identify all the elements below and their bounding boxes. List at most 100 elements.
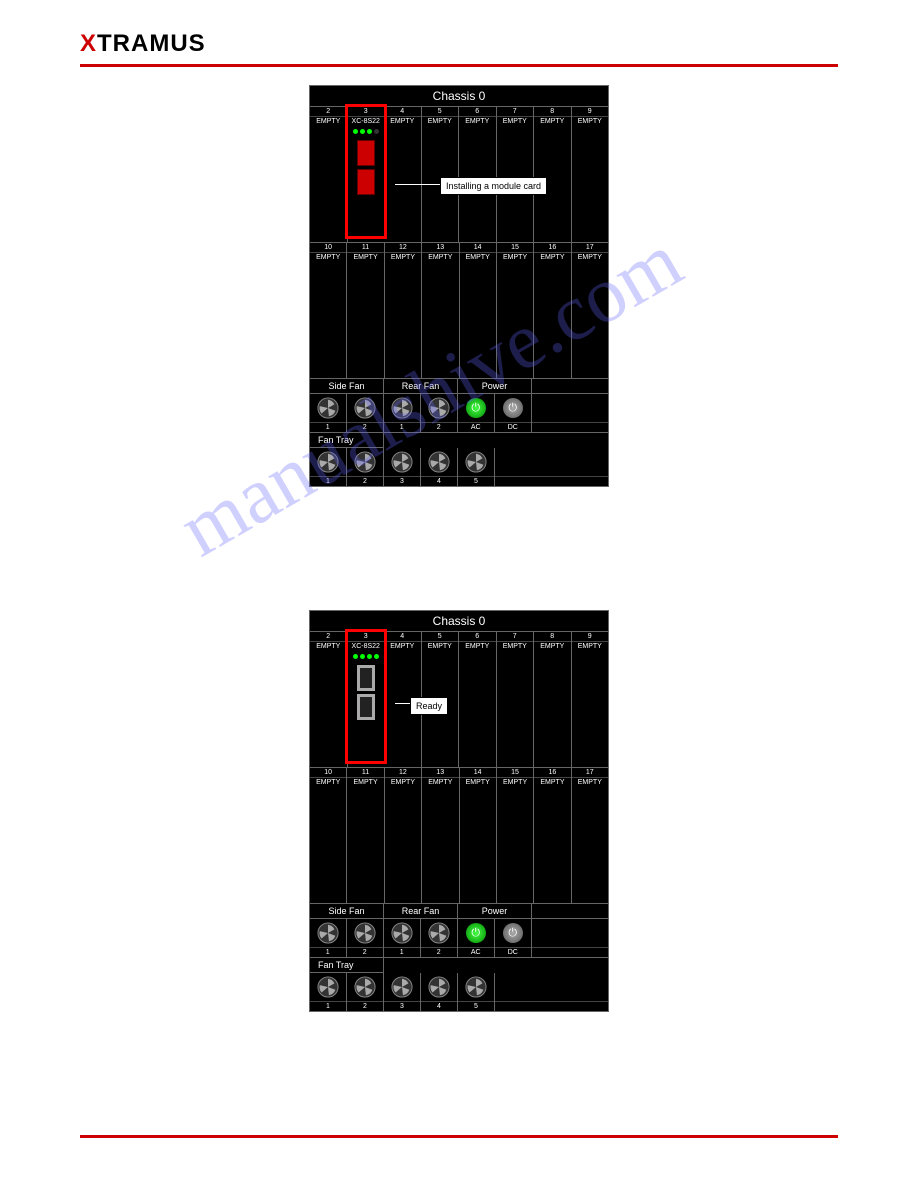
fan-icon <box>354 451 376 473</box>
power-cell[interactable]: ⏻DC <box>495 919 532 957</box>
fan-icon <box>391 451 413 473</box>
slot-num: 2 <box>310 107 347 117</box>
slot-label: EMPTY <box>460 253 496 262</box>
status-num: 5 <box>458 1001 494 1011</box>
led-icon <box>353 654 358 659</box>
status-num <box>532 422 608 432</box>
slot[interactable]: 12EMPTY <box>385 243 422 378</box>
slot[interactable]: 9EMPTY <box>572 632 609 767</box>
fan-cell: 3 <box>384 448 421 486</box>
slot[interactable]: 14EMPTY <box>460 768 497 903</box>
slot[interactable]: 13EMPTY <box>422 243 459 378</box>
slot-num: 9 <box>572 632 609 642</box>
fan-cell: 1 <box>384 394 421 432</box>
slot-label: EMPTY <box>385 253 421 262</box>
header-line <box>80 64 838 67</box>
power-dc-icon: ⏻ <box>503 398 523 418</box>
slot[interactable]: 14EMPTY <box>460 243 497 378</box>
slot[interactable]: 11EMPTY <box>347 768 384 903</box>
port-icon <box>357 665 375 691</box>
slot-num: 13 <box>422 243 458 253</box>
power-cell[interactable]: ⏻DC <box>495 394 532 432</box>
slot-num: 10 <box>310 243 346 253</box>
slot-num: 12 <box>385 243 421 253</box>
slot[interactable]: 8EMPTY <box>534 107 572 242</box>
slot[interactable]: 15EMPTY <box>497 243 534 378</box>
slot-label: EMPTY <box>572 778 608 787</box>
power-group: Power ⏻AC ⏻DC <box>458 904 532 957</box>
power-title: Power <box>458 904 531 919</box>
callout-label: Installing a module card <box>440 177 547 195</box>
slot-label: EMPTY <box>310 778 346 787</box>
callout-label: Ready <box>410 697 448 715</box>
power-group: Power ⏻AC ⏻DC <box>458 379 532 432</box>
slot[interactable]: 2EMPTY <box>310 632 348 767</box>
slot-row-bottom: 10EMPTY 11EMPTY 12EMPTY 13EMPTY 14EMPTY … <box>310 768 608 904</box>
slot[interactable]: 7EMPTY <box>497 632 535 767</box>
slot[interactable]: 16EMPTY <box>534 243 571 378</box>
slot[interactable]: 12EMPTY <box>385 768 422 903</box>
status-num: 1 <box>310 1001 346 1011</box>
slot-num: 12 <box>385 768 421 778</box>
slot[interactable]: 5EMPTY <box>422 107 460 242</box>
slot-label: EMPTY <box>385 778 421 787</box>
status-num: 4 <box>421 476 457 486</box>
power-cell[interactable]: ⏻AC <box>458 394 495 432</box>
slot-num: 6 <box>459 632 496 642</box>
rear-fan-group: Rear Fan 1 2 <box>384 379 458 432</box>
slot[interactable]: 8EMPTY <box>534 632 572 767</box>
empty-group <box>532 379 608 432</box>
slot[interactable]: 17EMPTY <box>572 243 608 378</box>
slot-label: EMPTY <box>572 117 609 126</box>
status-num: DC <box>495 947 532 957</box>
slot-row-bottom: 10EMPTY 11EMPTY 12EMPTY 13EMPTY 14EMPTY … <box>310 243 608 379</box>
slot[interactable]: 7EMPTY <box>497 107 535 242</box>
slot[interactable]: 10EMPTY <box>310 243 347 378</box>
page-header: XTRAMUS <box>80 30 838 67</box>
slot[interactable]: 9EMPTY <box>572 107 609 242</box>
slot-highlighted[interactable]: 3 XC-8S22 <box>345 629 388 764</box>
slot[interactable]: 6EMPTY <box>459 632 497 767</box>
status-num: 2 <box>347 1001 383 1011</box>
fan-cell: 2 <box>347 394 384 432</box>
slot[interactable]: 4EMPTY <box>384 107 422 242</box>
status-num <box>495 476 608 486</box>
power-ac-icon: ⏻ <box>466 398 486 418</box>
fan-cell: 5 <box>458 448 495 486</box>
slot-num: 4 <box>384 632 421 642</box>
slot[interactable]: 10EMPTY <box>310 768 347 903</box>
slot[interactable]: 15EMPTY <box>497 768 534 903</box>
empty-title <box>532 379 608 394</box>
status-num: 1 <box>310 476 346 486</box>
logo-x: X <box>80 30 97 57</box>
slot[interactable]: 17EMPTY <box>572 768 608 903</box>
slot-label: EMPTY <box>347 778 383 787</box>
slot-num: 16 <box>534 243 570 253</box>
slot[interactable]: 11EMPTY <box>347 243 384 378</box>
slot-num: 13 <box>422 768 458 778</box>
slot-num: 9 <box>572 107 609 117</box>
slot-num: 5 <box>422 107 459 117</box>
fan-cell: 1 <box>310 448 347 486</box>
slot-label: EMPTY <box>534 117 571 126</box>
fan-icon <box>428 397 450 419</box>
empty-group <box>532 904 608 957</box>
status-row-1: Side Fan 1 2 Rear Fan 1 2 Power ⏻AC ⏻DC <box>310 904 608 958</box>
empty-cell <box>532 394 608 432</box>
chassis-panel-2: Chassis 0 2EMPTY 3 XC-8S22 4EMPTY 5EMPTY… <box>309 610 609 1012</box>
power-ac-icon: ⏻ <box>466 923 486 943</box>
fan-icon <box>317 976 339 998</box>
fan-icon <box>428 976 450 998</box>
port-icon <box>357 694 375 720</box>
power-cell[interactable]: ⏻AC <box>458 919 495 957</box>
slot[interactable]: 2EMPTY <box>310 107 348 242</box>
slot-label: EMPTY <box>497 778 533 787</box>
slot[interactable]: 13EMPTY <box>422 768 459 903</box>
led-icon <box>374 129 379 134</box>
slot-label: EMPTY <box>384 117 421 126</box>
slot[interactable]: 16EMPTY <box>534 768 571 903</box>
slot-highlighted[interactable]: 3 XC-8S22 <box>345 104 388 239</box>
slot[interactable]: 6EMPTY <box>459 107 497 242</box>
led-icon <box>374 654 379 659</box>
slot-num: 3 <box>348 632 385 642</box>
